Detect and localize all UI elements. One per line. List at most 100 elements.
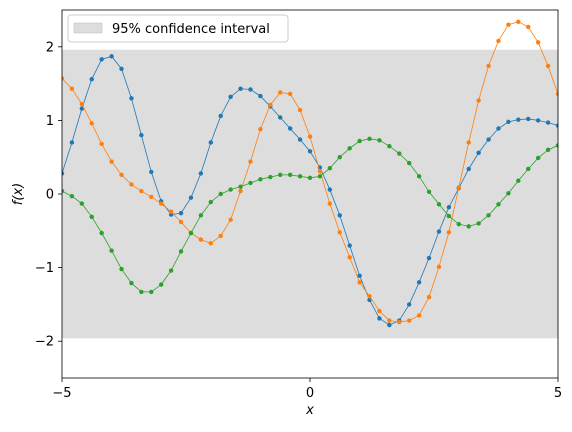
series-2-point [426,294,432,300]
series-2-point [178,219,184,225]
series-1-point [89,76,94,82]
series-2-point [248,159,253,164]
series-1-point [416,280,422,285]
series-3-point [347,146,352,151]
series-2-point [208,241,213,246]
series-2-point [168,209,174,214]
series-3-point [526,166,531,172]
series-2-point [238,188,243,194]
series-layer [62,19,558,328]
series-1-point [506,119,511,125]
series-3-point [535,155,541,161]
series-3-point [159,282,164,287]
y-tick-label: 1 [46,114,54,129]
series-3-point [178,249,184,254]
series-2 [62,19,558,325]
series-2-point [109,159,114,164]
series-1-point [496,126,501,131]
series-2-point [357,280,362,285]
series-2-point [159,201,164,206]
series-3-point [486,213,491,218]
series-2-point [337,230,342,235]
series-3-point [62,188,65,194]
series-1-point [218,113,223,119]
series-1-point [278,115,283,120]
series-2-point [555,91,558,97]
series-3-point [228,187,233,192]
y-tick-label: −2 [35,335,54,350]
series-3-point [337,155,342,160]
series-3-point [238,184,243,189]
series-3-point [367,136,372,141]
series-1-point [347,243,352,248]
series-1-point [555,123,558,128]
series-1-point [149,169,154,175]
series-3-point [258,177,263,182]
series-2-point [62,76,65,81]
series-1-point [178,210,184,216]
series-3-point [218,191,223,197]
series-1-point [407,302,412,307]
series-1-point [476,150,481,155]
series-1-point [357,273,362,278]
series-3-point [397,151,402,156]
series-1-point [188,195,194,200]
series-2-point [486,63,491,69]
series-2-point [198,237,204,242]
series-2-point [456,185,461,190]
series-1-point [466,166,471,172]
series-3-point [168,268,174,273]
series-3-point [516,178,521,183]
series-1-point [337,213,342,218]
series-3-point [109,248,114,253]
series-1-point [258,93,263,99]
series-1-point [307,149,313,154]
series-2-point [416,313,422,318]
series-3-point [307,175,313,181]
ticks-layer: −5 0 5 −2 −1 0 1 2 [35,40,562,401]
series-2-point [99,141,104,147]
series-2-point [307,134,313,139]
series-3-point [79,201,85,206]
series-2-point [317,168,323,174]
series-2-point [397,319,402,325]
x-tick-label: −5 [52,386,71,401]
series-2-point [149,194,154,200]
series-3-point [149,289,154,295]
series-2-point [69,86,75,91]
series-3-point [327,166,333,171]
legend-box [67,14,289,43]
series-3-point [268,174,273,180]
series-1-point [238,86,243,91]
series-1-point [287,126,293,131]
series-2-point [228,217,233,222]
series-2-point [129,182,134,187]
series-1-point [516,117,521,122]
series-1-point [62,171,65,176]
series-2-point [347,255,352,260]
series-3-point [69,194,75,199]
series-3-point [555,143,558,148]
x-tick-label: 5 [554,386,562,401]
series-2-point [436,264,442,270]
series-3-point [407,160,412,166]
series-3-point [99,230,104,236]
series-1-point [535,118,541,123]
series-2-point [278,90,283,95]
series-1-point [486,137,491,142]
series-2-point [496,38,501,44]
y-tick-label: 2 [46,40,54,55]
series-1-point [139,132,144,138]
series-3-point [377,138,382,143]
series-1-point [545,120,551,125]
series-3-point [387,143,392,149]
series-1-point [436,229,442,234]
confidence-band [62,49,558,339]
series-2-point [327,201,333,206]
series-1-point [208,140,213,145]
series-3-point [188,230,194,236]
series-1-point [297,137,303,142]
series-1-point [79,106,85,111]
series-2-point [407,318,412,323]
series-2-point [377,308,382,314]
